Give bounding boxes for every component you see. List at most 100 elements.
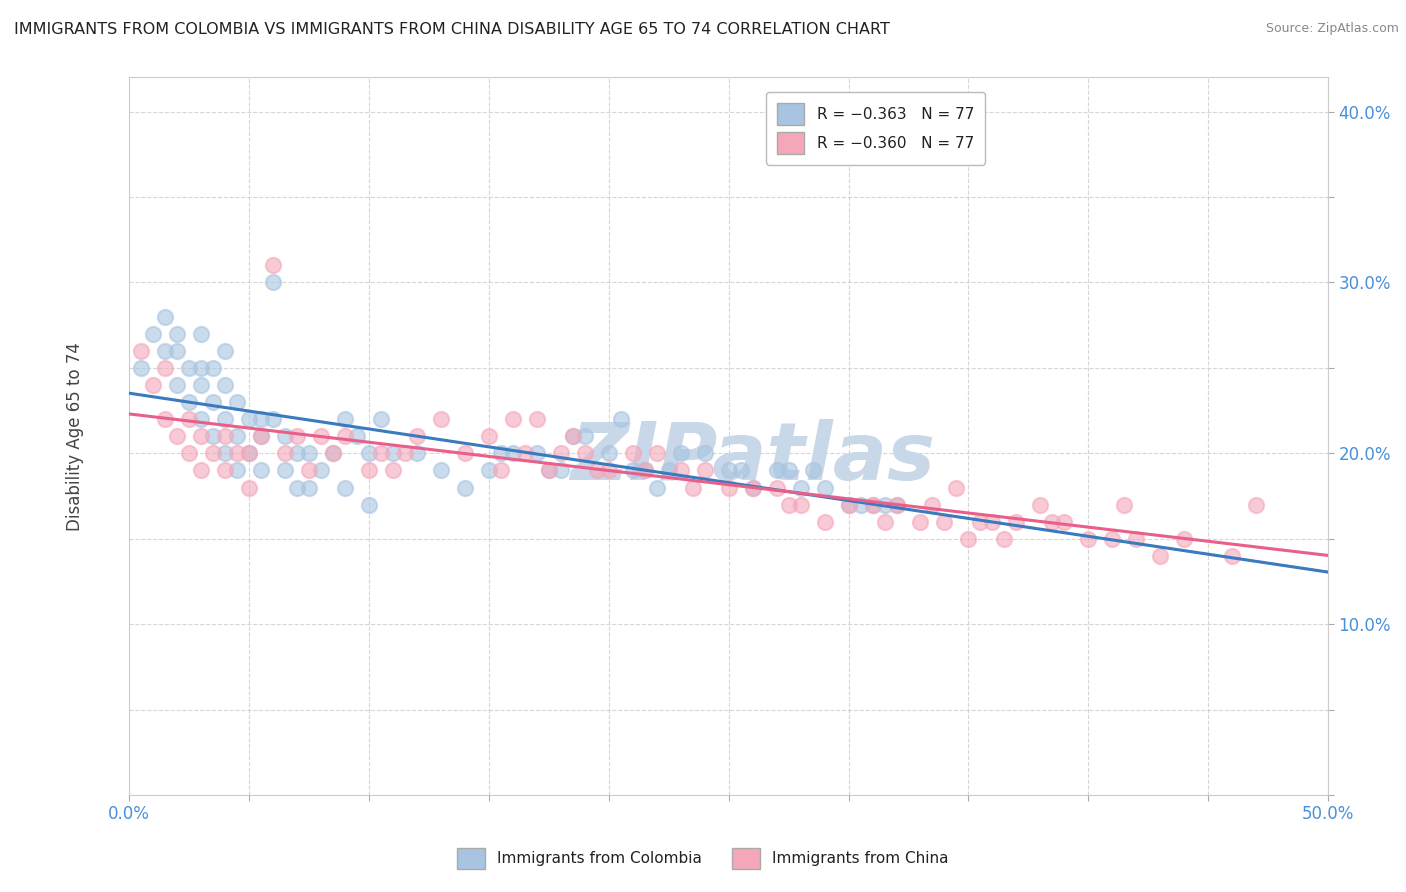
Point [981,515,1004,529]
Point [561,429,583,443]
Point [274,463,297,477]
Point [526,412,548,426]
Point [585,463,607,477]
Point [789,498,811,512]
Point [214,463,236,477]
Point [285,481,308,495]
Point [969,515,991,529]
Point [190,326,212,341]
Point [333,412,356,426]
Point [550,446,572,460]
Point [693,463,716,477]
Point [1053,515,1076,529]
Point [658,463,681,477]
Point [226,463,249,477]
Point [778,463,800,477]
Point [693,446,716,460]
Point [921,498,943,512]
Text: IMMIGRANTS FROM COLOMBIA VS IMMIGRANTS FROM CHINA DISABILITY AGE 65 TO 74 CORREL: IMMIGRANTS FROM COLOMBIA VS IMMIGRANTS F… [14,22,890,37]
Point [190,360,212,375]
Point [610,412,633,426]
Point [430,463,453,477]
Point [179,395,201,409]
Point [238,446,260,460]
Point [730,463,752,477]
Point [502,412,524,426]
Point [142,326,165,341]
Point [1040,515,1063,529]
Point [621,446,644,460]
Point [598,446,620,460]
Point [262,276,284,290]
Point [214,446,236,460]
Point [621,463,644,477]
Point [669,446,692,460]
Text: Disability Age 65 to 74: Disability Age 65 to 74 [66,342,84,531]
Point [179,446,201,460]
Point [1101,532,1123,546]
Point [166,326,188,341]
Point [682,481,704,495]
Point [561,429,583,443]
Point [406,446,429,460]
Point [537,463,560,477]
Point [155,310,177,324]
Point [430,412,453,426]
Point [142,378,165,392]
Text: ZIPatlas: ZIPatlas [571,418,935,497]
Point [478,429,501,443]
Point [645,481,668,495]
Point [645,446,668,460]
Point [190,463,212,477]
Point [934,515,956,529]
Point [765,463,787,477]
Point [285,429,308,443]
Point [406,429,429,443]
Legend: Immigrants from Colombia, Immigrants from China: Immigrants from Colombia, Immigrants fro… [451,841,955,875]
Point [202,429,225,443]
Point [202,395,225,409]
Point [262,412,284,426]
Point [741,481,763,495]
Point [813,481,835,495]
Point [214,378,236,392]
Point [1005,515,1028,529]
Point [333,481,356,495]
Point [346,429,368,443]
Point [634,463,657,477]
Point [1029,498,1052,512]
Point [945,481,967,495]
Point [238,446,260,460]
Point [190,378,212,392]
Point [849,498,872,512]
Point [838,498,860,512]
Point [957,532,980,546]
Point [838,498,860,512]
Point [214,343,236,358]
Point [298,481,321,495]
Point [1220,549,1243,563]
Point [166,378,188,392]
Point [166,343,188,358]
Point [717,481,740,495]
Point [765,481,787,495]
Point [322,446,344,460]
Point [394,446,416,460]
Point [202,446,225,460]
Point [129,343,152,358]
Point [202,360,225,375]
Point [598,463,620,477]
Point [155,412,177,426]
Point [873,498,896,512]
Point [262,259,284,273]
Point [886,498,908,512]
Point [813,515,835,529]
Point [238,412,260,426]
Point [574,446,596,460]
Point [489,446,512,460]
Text: Source: ZipAtlas.com: Source: ZipAtlas.com [1265,22,1399,36]
Point [250,429,273,443]
Point [502,446,524,460]
Legend: R = −0.363   N = 77, R = −0.360   N = 77: R = −0.363 N = 77, R = −0.360 N = 77 [766,92,984,164]
Point [309,429,332,443]
